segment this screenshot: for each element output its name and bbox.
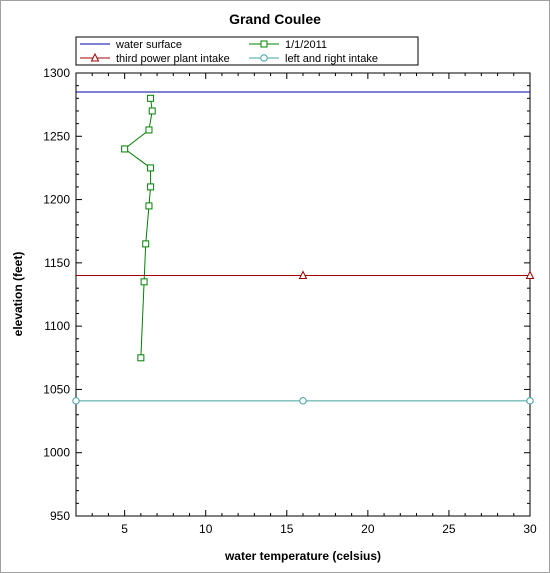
x-axis-label: water temperature (celsius) [224,549,381,563]
x-tick-label: 15 [280,522,294,536]
data-point [145,202,153,210]
data-point [142,240,150,248]
legend-box [75,36,419,66]
y-tick-label: 1200 [43,193,70,207]
data-point [147,164,155,172]
x-tick-label: 10 [199,522,213,536]
series-3 [72,397,534,405]
legend-entry: third power plant intake [80,52,230,65]
data-point [147,94,155,102]
legend: water surface 1/1/2011 third power plant i… [75,36,419,66]
data-point [299,397,307,405]
x-tick-label: 25 [442,522,456,536]
data-point [298,270,308,280]
legend-label: left and right intake [285,53,378,65]
y-tick-label: 1050 [43,382,70,396]
data-point [526,397,534,405]
plot-area [75,72,531,517]
series-layer [72,91,535,405]
legend-entry: water surface [80,39,182,51]
data-point [72,397,80,405]
y-tick-label: 1250 [43,129,70,143]
legend-marker [90,52,100,62]
legend-label: third power plant intake [116,53,230,65]
data-point [525,270,535,280]
legend-entry: left and right intake [249,53,378,65]
y-tick-label: 1000 [43,446,70,460]
legend-label: 1/1/2011 [285,39,327,51]
y-axis-label: elevation (feet) [11,252,25,337]
legend-label: water surface [115,39,182,51]
data-point [137,354,145,362]
legend-marker [260,54,268,62]
y-tick-label: 950 [50,509,70,523]
data-point [140,278,148,286]
x-tick-label: 20 [361,522,375,536]
legend-marker [260,40,268,48]
series-line [123,98,153,358]
y-tick-label: 1150 [44,256,70,270]
legend-entry: 1/1/2011 [249,39,327,51]
x-tick-label: 30 [523,522,537,536]
data-point [121,145,129,153]
series-1 [121,94,156,362]
data-point [148,107,156,115]
series-2 [76,270,535,280]
x-tick-label: 5 [121,522,128,536]
chart-title: Grand Coulee [229,11,321,27]
axis-ticks: 950 1000 1050 1100 1150 1200 1250 1300 5 10 15 20 25… [43,66,537,536]
data-point [145,126,153,134]
data-point [147,183,155,191]
y-tick-label: 1100 [44,319,70,333]
y-tick-label: 1300 [43,66,70,80]
